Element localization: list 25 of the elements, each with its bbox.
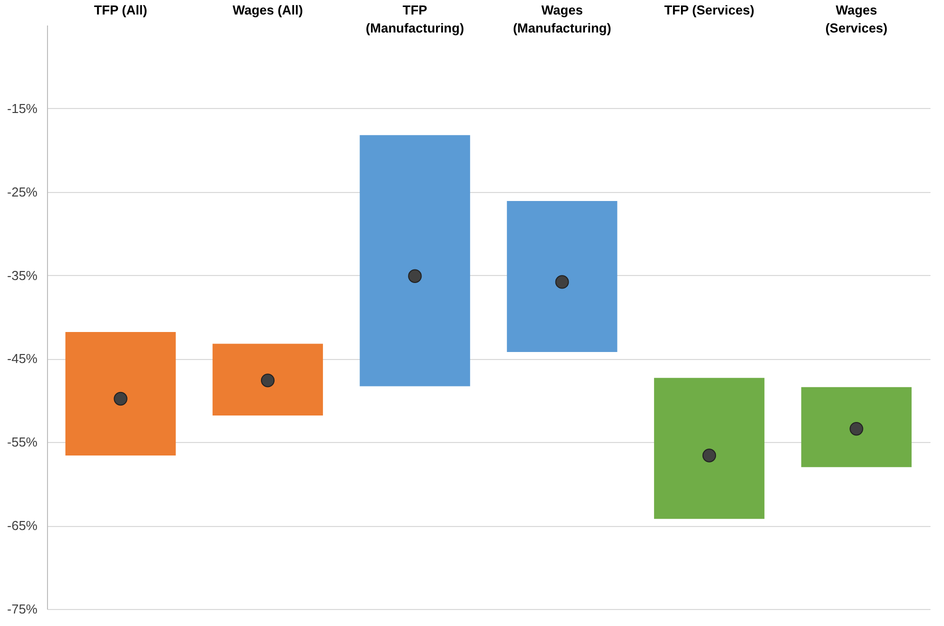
x-tick-label: TFP (All)	[94, 2, 148, 18]
bar	[212, 344, 323, 416]
bar	[360, 135, 470, 386]
x-tick-label: TFP (Services)	[664, 2, 754, 18]
bar	[654, 378, 764, 519]
y-tick-label: -55%	[7, 434, 38, 450]
point	[260, 374, 275, 388]
x-tick-label: Wages (All)	[232, 2, 303, 18]
point	[408, 269, 422, 283]
x-tick-label: Wages (Manufacturing)	[512, 2, 612, 36]
y-tick-label: -65%	[7, 518, 38, 534]
bar	[506, 201, 618, 352]
y-tick-label: -75%	[7, 602, 38, 616]
y-tick-label: -15%	[7, 100, 38, 116]
point	[555, 275, 569, 289]
x-tick-label: Wages (Services)	[825, 2, 888, 36]
y-tick-label: -45%	[7, 351, 38, 366]
y-tick-label: -25%	[7, 184, 38, 200]
x-tick-label: TFP (Manufacturing)	[366, 2, 464, 36]
y-tick-label: -35%	[7, 268, 38, 283]
point	[702, 448, 716, 462]
point	[850, 422, 864, 436]
bar	[801, 387, 912, 468]
bar	[65, 332, 176, 456]
point	[114, 392, 128, 406]
